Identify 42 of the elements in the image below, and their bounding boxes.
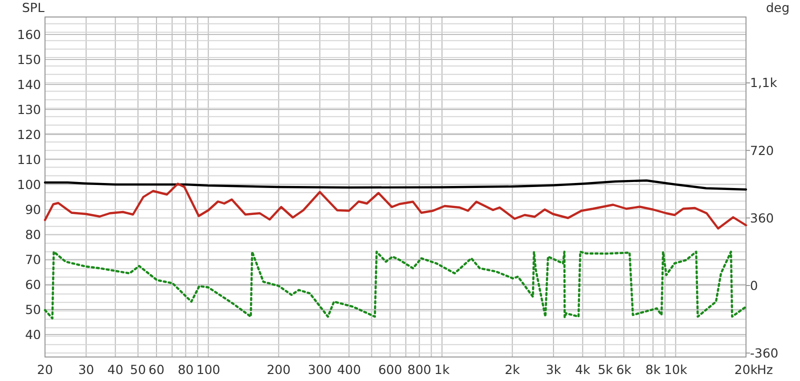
y-tick-label: 140: [17, 76, 42, 92]
y-tick-label: 130: [17, 102, 42, 117]
x-tick-label: 10k: [664, 362, 688, 377]
x-tick-label: 30: [78, 362, 94, 377]
y2-axis-title: deg: [766, 0, 790, 15]
x-tick-label: 80: [178, 362, 194, 377]
x-tick-label: 400: [337, 362, 361, 377]
y-axis-title: SPL: [22, 0, 44, 15]
x-tick-label: 200: [266, 362, 291, 377]
y2-tick-label: -360: [750, 345, 778, 360]
y-tick-label: 80: [25, 226, 42, 242]
y-tick-label: 60: [25, 276, 42, 292]
x-tick-label: 2k: [504, 362, 521, 377]
x-tick-label: 1k: [434, 362, 450, 377]
x-axis-title: Hz: [757, 362, 774, 377]
y2-tick-label: 360: [750, 210, 774, 226]
x-tick-label: 600: [378, 362, 402, 377]
y2-tick-label: 1,1k: [750, 75, 778, 90]
y-tick-label: 100: [17, 176, 42, 192]
x-tick-label: 3k: [546, 362, 562, 377]
x-tick-label: 20: [37, 362, 53, 377]
y-tick-label: 160: [17, 26, 42, 42]
x-tick-label: 6k: [616, 362, 632, 377]
x-tick-label: 5k: [598, 362, 614, 377]
y-tick-label: 90: [25, 202, 42, 217]
y2-tick-label: 0: [750, 278, 758, 293]
x-tick-label: 20k: [734, 362, 758, 377]
x-tick-label: 40: [107, 362, 124, 377]
x-tick-label: 300: [308, 362, 332, 377]
y-tick-label: 110: [17, 152, 42, 167]
x-tick-label: 8k: [645, 362, 662, 377]
x-tick-label: 100: [196, 362, 220, 377]
y-tick-label: 50: [25, 302, 42, 317]
y-tick-label: 70: [25, 252, 42, 267]
y-tick-label: 150: [17, 52, 42, 67]
x-tick-label: 4k: [575, 362, 592, 377]
x-tick-label: 60: [148, 362, 164, 377]
x-tick-label: 50: [130, 362, 146, 377]
y-tick-label: 40: [25, 326, 42, 342]
y-tick-label: 120: [17, 126, 42, 142]
y2-tick-label: 720: [750, 142, 774, 158]
x-tick-label: 800: [407, 362, 432, 377]
